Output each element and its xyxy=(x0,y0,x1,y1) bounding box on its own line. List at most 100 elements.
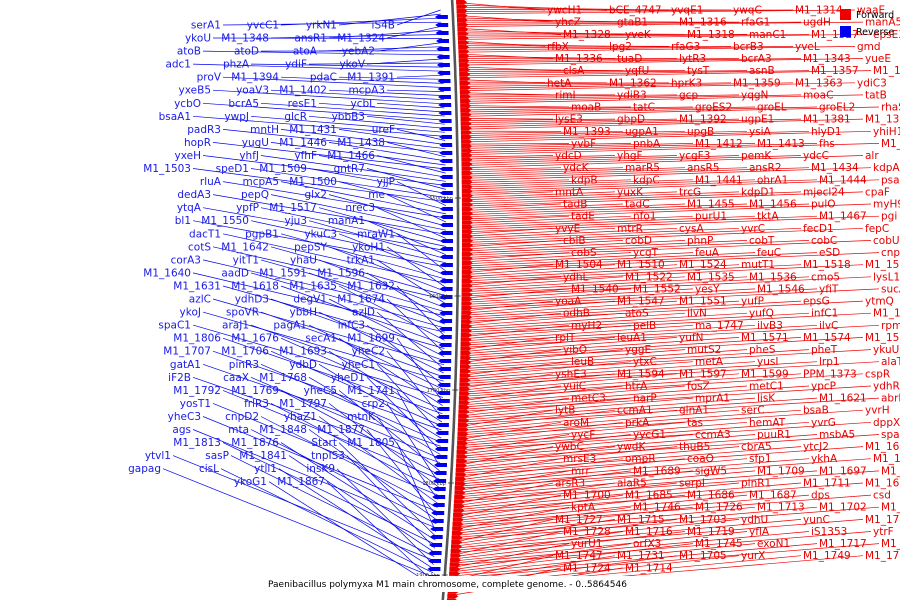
forward-leader-line xyxy=(455,531,748,562)
forward-feature xyxy=(458,409,470,414)
forward-gene-label: alr xyxy=(865,150,879,162)
forward-feature xyxy=(459,382,471,387)
forward-gene-label: infC1 xyxy=(811,308,838,320)
reverse-leader-line xyxy=(288,455,435,553)
forward-leader-line xyxy=(465,82,732,87)
forward-leader-line xyxy=(467,252,632,262)
reverse-gene-label: M1_1867 xyxy=(277,476,325,488)
forward-feature xyxy=(453,513,465,518)
reverse-leader-line xyxy=(308,324,444,390)
reverse-leader-line xyxy=(212,246,446,300)
forward-leader-line xyxy=(463,397,818,423)
reverse-gene-label: yheC3 xyxy=(168,411,201,423)
forward-gene-label: bcrA3 xyxy=(741,53,772,65)
forward-gene-label: ccmA3 xyxy=(695,429,731,441)
forward-leader-line xyxy=(463,409,740,433)
forward-gene-label: M1_1547 xyxy=(617,296,665,308)
reverse-leader-line xyxy=(366,429,438,516)
forward-feature xyxy=(460,130,472,135)
forward-gene-label: marR5 xyxy=(625,162,660,174)
forward-feature xyxy=(455,468,467,473)
forward-leader-line xyxy=(467,179,570,183)
forward-leader-line xyxy=(464,373,740,395)
reverse-feature xyxy=(433,479,447,483)
reverse-leader-line xyxy=(366,115,445,125)
forward-feature xyxy=(462,220,473,225)
reverse-leader-line xyxy=(366,220,447,256)
forward-leader-line xyxy=(467,215,570,222)
forward-leader-line xyxy=(462,434,756,459)
forward-feature xyxy=(461,180,473,185)
forward-gene-label: hlyD1 xyxy=(811,126,842,138)
forward-leader-line xyxy=(467,155,616,160)
reverse-leader-line xyxy=(396,233,447,272)
reverse-leader-line xyxy=(260,416,438,508)
forward-feature xyxy=(462,238,473,243)
forward-gene-label: ydcK xyxy=(563,162,590,174)
reverse-leader-line xyxy=(222,181,447,219)
forward-leader-line xyxy=(466,106,756,113)
forward-gene-label: yurU1 xyxy=(571,538,603,550)
forward-feature xyxy=(458,54,470,59)
forward-feature xyxy=(462,229,473,234)
forward-leader-line xyxy=(465,361,880,386)
forward-feature xyxy=(456,459,468,464)
forward-leader-line xyxy=(467,179,818,192)
forward-leader-line xyxy=(459,482,740,510)
reverse-leader-line xyxy=(260,311,444,378)
reverse-leader-line xyxy=(192,429,437,529)
reverse-gene-label: mta xyxy=(228,424,249,436)
forward-feature xyxy=(451,540,463,545)
forward-leader-line xyxy=(466,106,694,111)
reverse-feature xyxy=(439,167,453,171)
reverse-gene-label: dacT1 xyxy=(189,228,221,240)
forward-leader-line xyxy=(467,215,818,230)
reverse-leader-line xyxy=(270,194,447,231)
reverse-leader-line xyxy=(396,442,437,533)
forward-feature xyxy=(456,0,468,5)
reverse-leader-line xyxy=(222,21,442,26)
forward-feature xyxy=(458,49,470,54)
reverse-feature xyxy=(437,367,451,371)
forward-feature xyxy=(456,450,468,455)
reverse-leader-line xyxy=(338,442,436,537)
forward-leader-line xyxy=(467,300,678,316)
legend-reverse-label: Reverse xyxy=(856,27,894,38)
forward-leader-line xyxy=(464,58,802,64)
forward-leader-line xyxy=(466,118,864,130)
forward-feature xyxy=(460,360,472,365)
forward-leader-line xyxy=(463,421,562,440)
reverse-gene-label: spaC1 xyxy=(158,320,191,332)
forward-leader-line xyxy=(458,494,686,521)
forward-leader-line xyxy=(466,118,678,124)
forward-leader-line xyxy=(467,276,562,286)
forward-gene-label: yoaA xyxy=(555,296,582,308)
forward-gene-label: M1_1685 xyxy=(625,490,673,502)
forward-feature xyxy=(452,517,464,522)
forward-leader-line xyxy=(467,167,686,175)
forward-feature xyxy=(461,274,473,279)
reverse-feature xyxy=(437,383,451,387)
forward-gene-label: mntA xyxy=(555,186,584,198)
forward-gene-label: M1_1358 xyxy=(873,65,900,77)
reverse-gene-label: M1_1391 xyxy=(347,72,395,84)
reverse-leader-line xyxy=(260,259,446,313)
reverse-labels: iS4ByrkN1yvcC1serA1M1_1324ansR1M1_1348yk… xyxy=(128,20,395,489)
reverse-leader-line xyxy=(202,259,446,317)
reverse-feature xyxy=(439,255,453,259)
forward-leader-line xyxy=(462,434,818,461)
forward-gene-label: cspR xyxy=(865,368,890,380)
forward-gene-label: M1_1687 xyxy=(749,490,797,502)
forward-leader-line xyxy=(457,519,554,542)
forward-gene-label: yqfU xyxy=(625,65,649,77)
forward-leader-line xyxy=(467,143,880,156)
forward-feature xyxy=(461,193,473,198)
forward-leader-line xyxy=(459,470,818,500)
forward-gene-label: M1_1716 xyxy=(625,526,673,538)
forward-gene-label: M1_1582 xyxy=(865,332,900,344)
forward-gene-label: ma_1747 xyxy=(695,320,744,332)
reverse-feature xyxy=(432,495,446,499)
reverse-leader-line xyxy=(250,376,441,459)
reverse-gene-label: me xyxy=(368,189,385,201)
forward-gene-label: M1_1697 xyxy=(819,465,867,477)
